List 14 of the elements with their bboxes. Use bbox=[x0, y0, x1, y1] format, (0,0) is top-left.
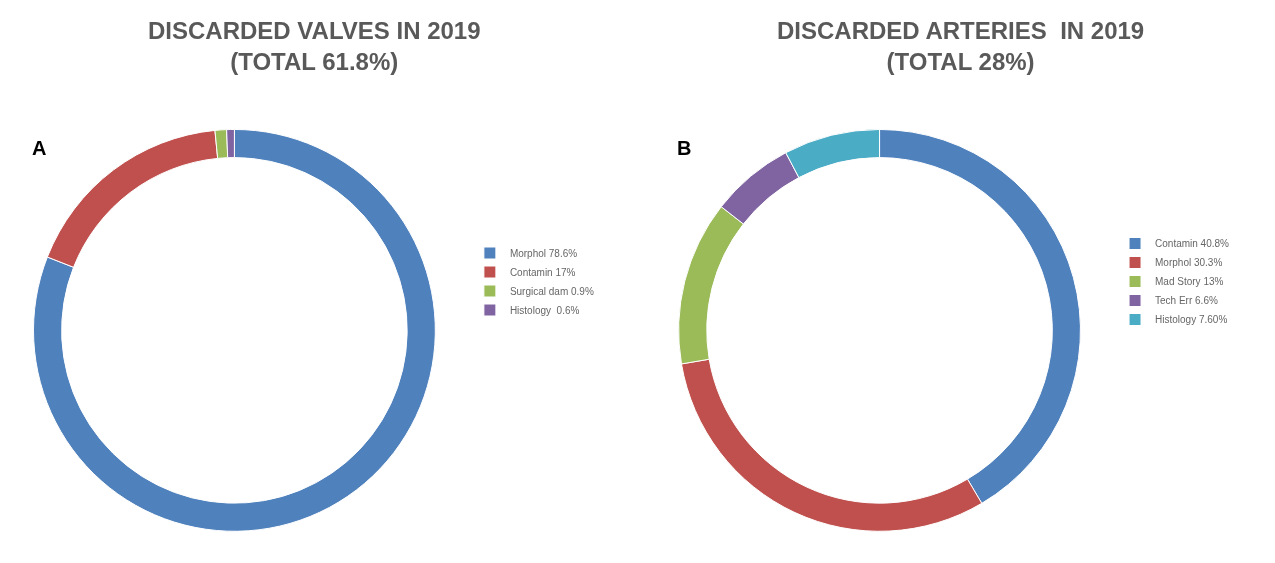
chart-title: DISCARDED ARTERIES IN 2019 (TOTAL 28%) bbox=[777, 17, 1145, 76]
legend-label: Morphol 30.3% bbox=[1155, 257, 1223, 269]
legend-label: Surgical dam 0.9% bbox=[509, 285, 594, 297]
text: A bbox=[32, 137, 47, 159]
legend-label: Histology 7.60% bbox=[1155, 314, 1228, 326]
legend-label: Tech Err 6.6% bbox=[1155, 295, 1218, 307]
legend-label: Morphol 78.6% bbox=[509, 247, 578, 259]
legend-label: Contamin 17% bbox=[509, 266, 576, 278]
text: B bbox=[677, 137, 692, 159]
chart-title: DISCARDED VALVES IN 2019 (TOTAL 61.8%) bbox=[148, 17, 481, 76]
legend-label: Histology 0.6% bbox=[509, 304, 580, 316]
donut-slice bbox=[33, 128, 436, 532]
legend-label: Contamin 40.8% bbox=[1155, 238, 1230, 250]
legend-label: Mad Story 13% bbox=[1155, 276, 1224, 288]
